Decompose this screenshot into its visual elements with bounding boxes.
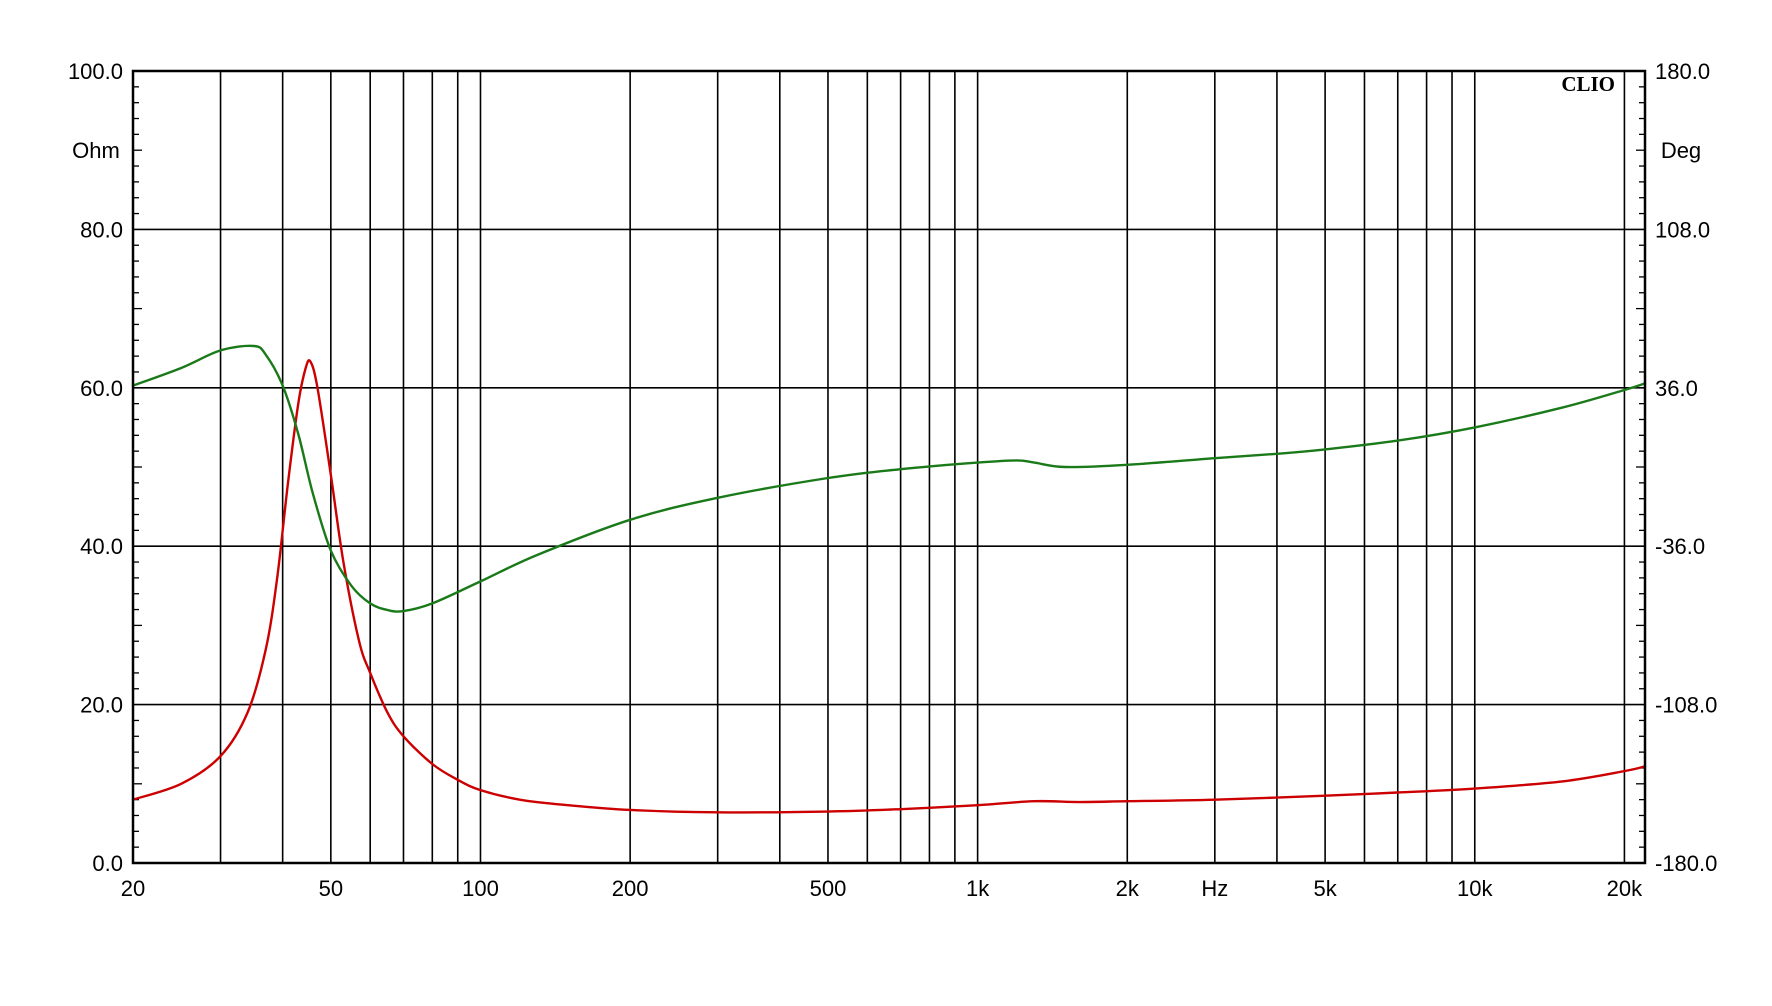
x-axis-labels: 20 50 100 200 500 1k 2k 5k 10k 20k <box>121 876 1643 901</box>
left-tick-label: 60.0 <box>80 376 123 401</box>
right-tick-label: -36.0 <box>1655 534 1705 559</box>
x-tick-label: 1k <box>966 876 990 901</box>
series-layer <box>131 344 1647 814</box>
x-tick-label: 5k <box>1313 876 1337 901</box>
left-tick-label: 0.0 <box>92 851 123 876</box>
x-tick-label: 500 <box>810 876 847 901</box>
left-axis-labels: 0.0 20.0 40.0 60.0 80.0 100.0 <box>68 59 123 876</box>
right-tick-label: 36.0 <box>1655 376 1698 401</box>
x-tick-label: 50 <box>319 876 343 901</box>
phase-curve <box>131 344 1647 613</box>
impedance-curve <box>131 359 1647 814</box>
x-axis-unit: Hz <box>1201 876 1228 901</box>
x-tick-label: 200 <box>612 876 649 901</box>
right-axis-labels: -180.0 -108.0 -36.0 36.0 108.0 180.0 <box>1655 59 1717 876</box>
horizontal-gridlines <box>133 228 1645 706</box>
right-tick-label: 180.0 <box>1655 59 1710 84</box>
right-tick-label: -108.0 <box>1655 693 1717 718</box>
plot-frame <box>131 69 1647 865</box>
left-tick-label: 80.0 <box>80 217 123 242</box>
left-tick-label: 20.0 <box>80 693 123 718</box>
vertical-gridlines <box>219 71 1626 863</box>
left-tick-label: 40.0 <box>80 534 123 559</box>
x-tick-label: 100 <box>462 876 499 901</box>
left-tick-label: 100.0 <box>68 59 123 84</box>
x-tick-label: 20 <box>121 876 145 901</box>
right-tick-label: 108.0 <box>1655 217 1710 242</box>
right-axis-unit: Deg <box>1661 138 1701 163</box>
right-tick-label: -180.0 <box>1655 851 1717 876</box>
brand-mark: CLIO <box>1561 72 1615 96</box>
x-tick-label: 10k <box>1457 876 1493 901</box>
x-tick-label: 2k <box>1116 876 1140 901</box>
left-axis-unit: Ohm <box>72 138 120 163</box>
x-tick-label: 20k <box>1607 876 1643 901</box>
